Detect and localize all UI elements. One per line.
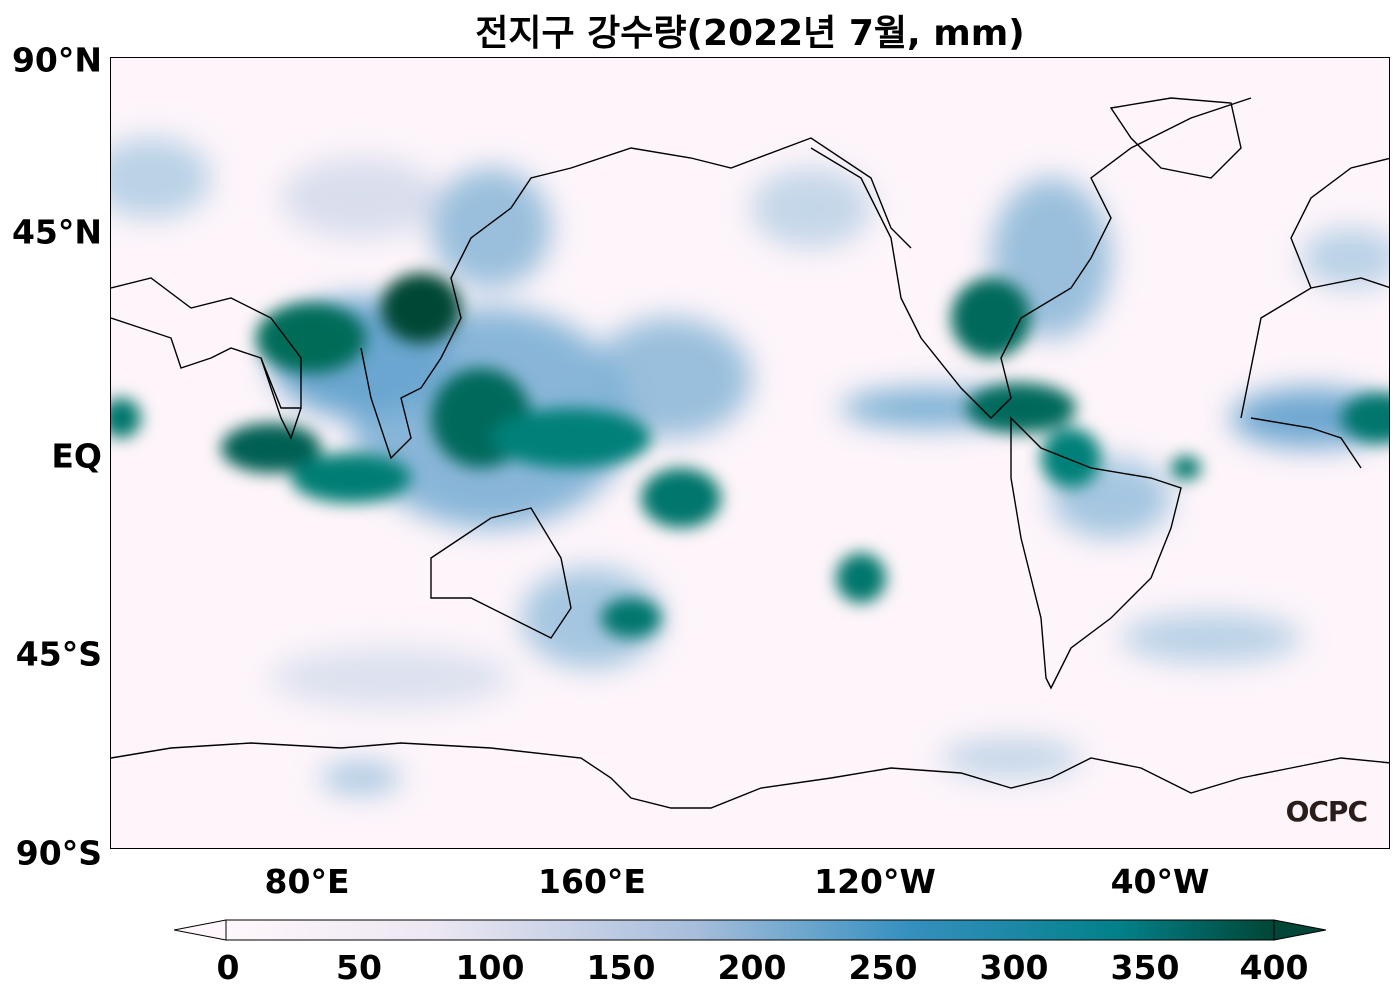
y-tick-eq: EQ [51,436,102,476]
colorbar-tick-250: 250 [848,948,918,987]
coastlines [111,97,1389,809]
colorbar-gradient [225,919,1275,941]
y-tick-90n: 90°N [11,40,102,80]
x-tick-120w: 120°W [814,862,936,901]
colorbar [174,919,1326,941]
coast-australia [430,507,572,639]
y-tick-45s: 45°S [15,634,102,674]
precipitation-map: OCPC [110,57,1390,849]
coast-south-america [1010,416,1182,690]
precip-heavy-layer [111,273,1389,638]
coast-europe [1290,157,1389,289]
ocpc-logo: OCPC [1285,795,1368,828]
y-tick-45n: 45°N [11,212,102,252]
x-tick-160e: 160°E [538,862,646,901]
coast-indian-peninsula [260,357,302,440]
colorbar-tick-300: 300 [979,948,1049,987]
colorbar-max-arrow [1273,919,1326,941]
chart-title: 전지구 강수량(2022년 7월, mm) [475,13,1025,54]
x-tick-40w: 40°W [1110,862,1210,901]
coast-antarctica [111,742,1389,809]
colorbar-min-arrow [174,919,227,941]
colorbar-tick-100: 100 [455,948,525,987]
y-tick-90s: 90°S [15,833,102,873]
coast-north-america [810,97,1252,419]
colorbar-tick-50: 50 [336,948,382,987]
coast-se-asia [360,137,912,460]
map-svg [111,97,1389,809]
colorbar-tick-150: 150 [586,948,656,987]
colorbar-tick-400: 400 [1239,948,1309,987]
x-tick-80e: 80°E [264,862,350,901]
coast-greenland [1109,97,1242,179]
colorbar-tick-200: 200 [717,948,787,987]
colorbar-tick-350: 350 [1110,948,1180,987]
colorbar-tick-0: 0 [216,948,240,987]
coast-asia [111,277,302,409]
